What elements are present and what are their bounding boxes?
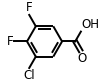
- Text: F: F: [26, 1, 33, 14]
- Text: O: O: [77, 52, 86, 65]
- Text: F: F: [6, 35, 13, 48]
- Text: Cl: Cl: [23, 69, 35, 82]
- Text: OH: OH: [82, 18, 100, 31]
